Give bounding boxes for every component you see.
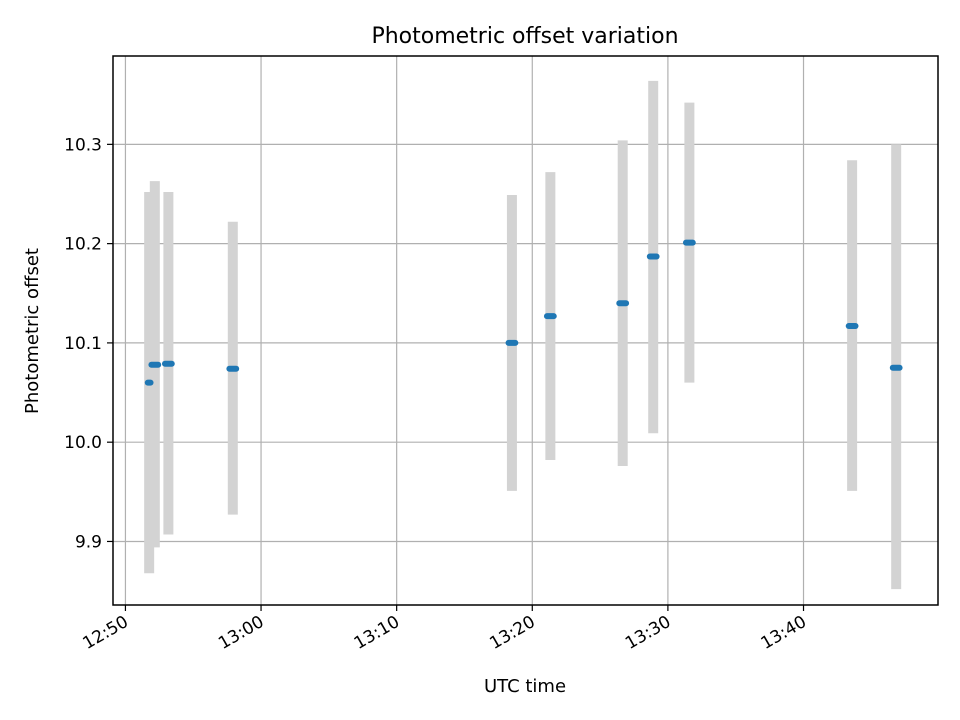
x-axis-ticks: 12:50 13:00 13:10 13:20 13:30 13:40 [79,605,810,654]
data-points [144,239,903,386]
y-tick-label: 10.1 [64,334,102,354]
chart-title: Photometric offset variation [371,24,678,49]
x-tick-label: 13:30 [622,612,674,654]
x-axis-label: UTC time [484,676,566,697]
x-tick-label: 13:20 [486,612,538,654]
y-tick-label: 9.9 [75,532,102,552]
gridlines [113,56,938,605]
y-tick-label: 10.2 [64,235,102,255]
x-tick-label: 12:50 [79,612,131,654]
y-axis-label: Photometric offset [22,248,43,414]
y-axis-ticks: 9.9 10.0 10.1 10.2 10.3 [64,135,113,552]
y-tick-label: 10.0 [64,433,102,453]
x-tick-label: 13:10 [351,612,403,654]
x-tick-label: 13:00 [215,612,267,654]
y-tick-label: 10.3 [64,135,102,155]
plot-frame [112,55,939,606]
x-tick-label: 13:40 [758,612,810,654]
